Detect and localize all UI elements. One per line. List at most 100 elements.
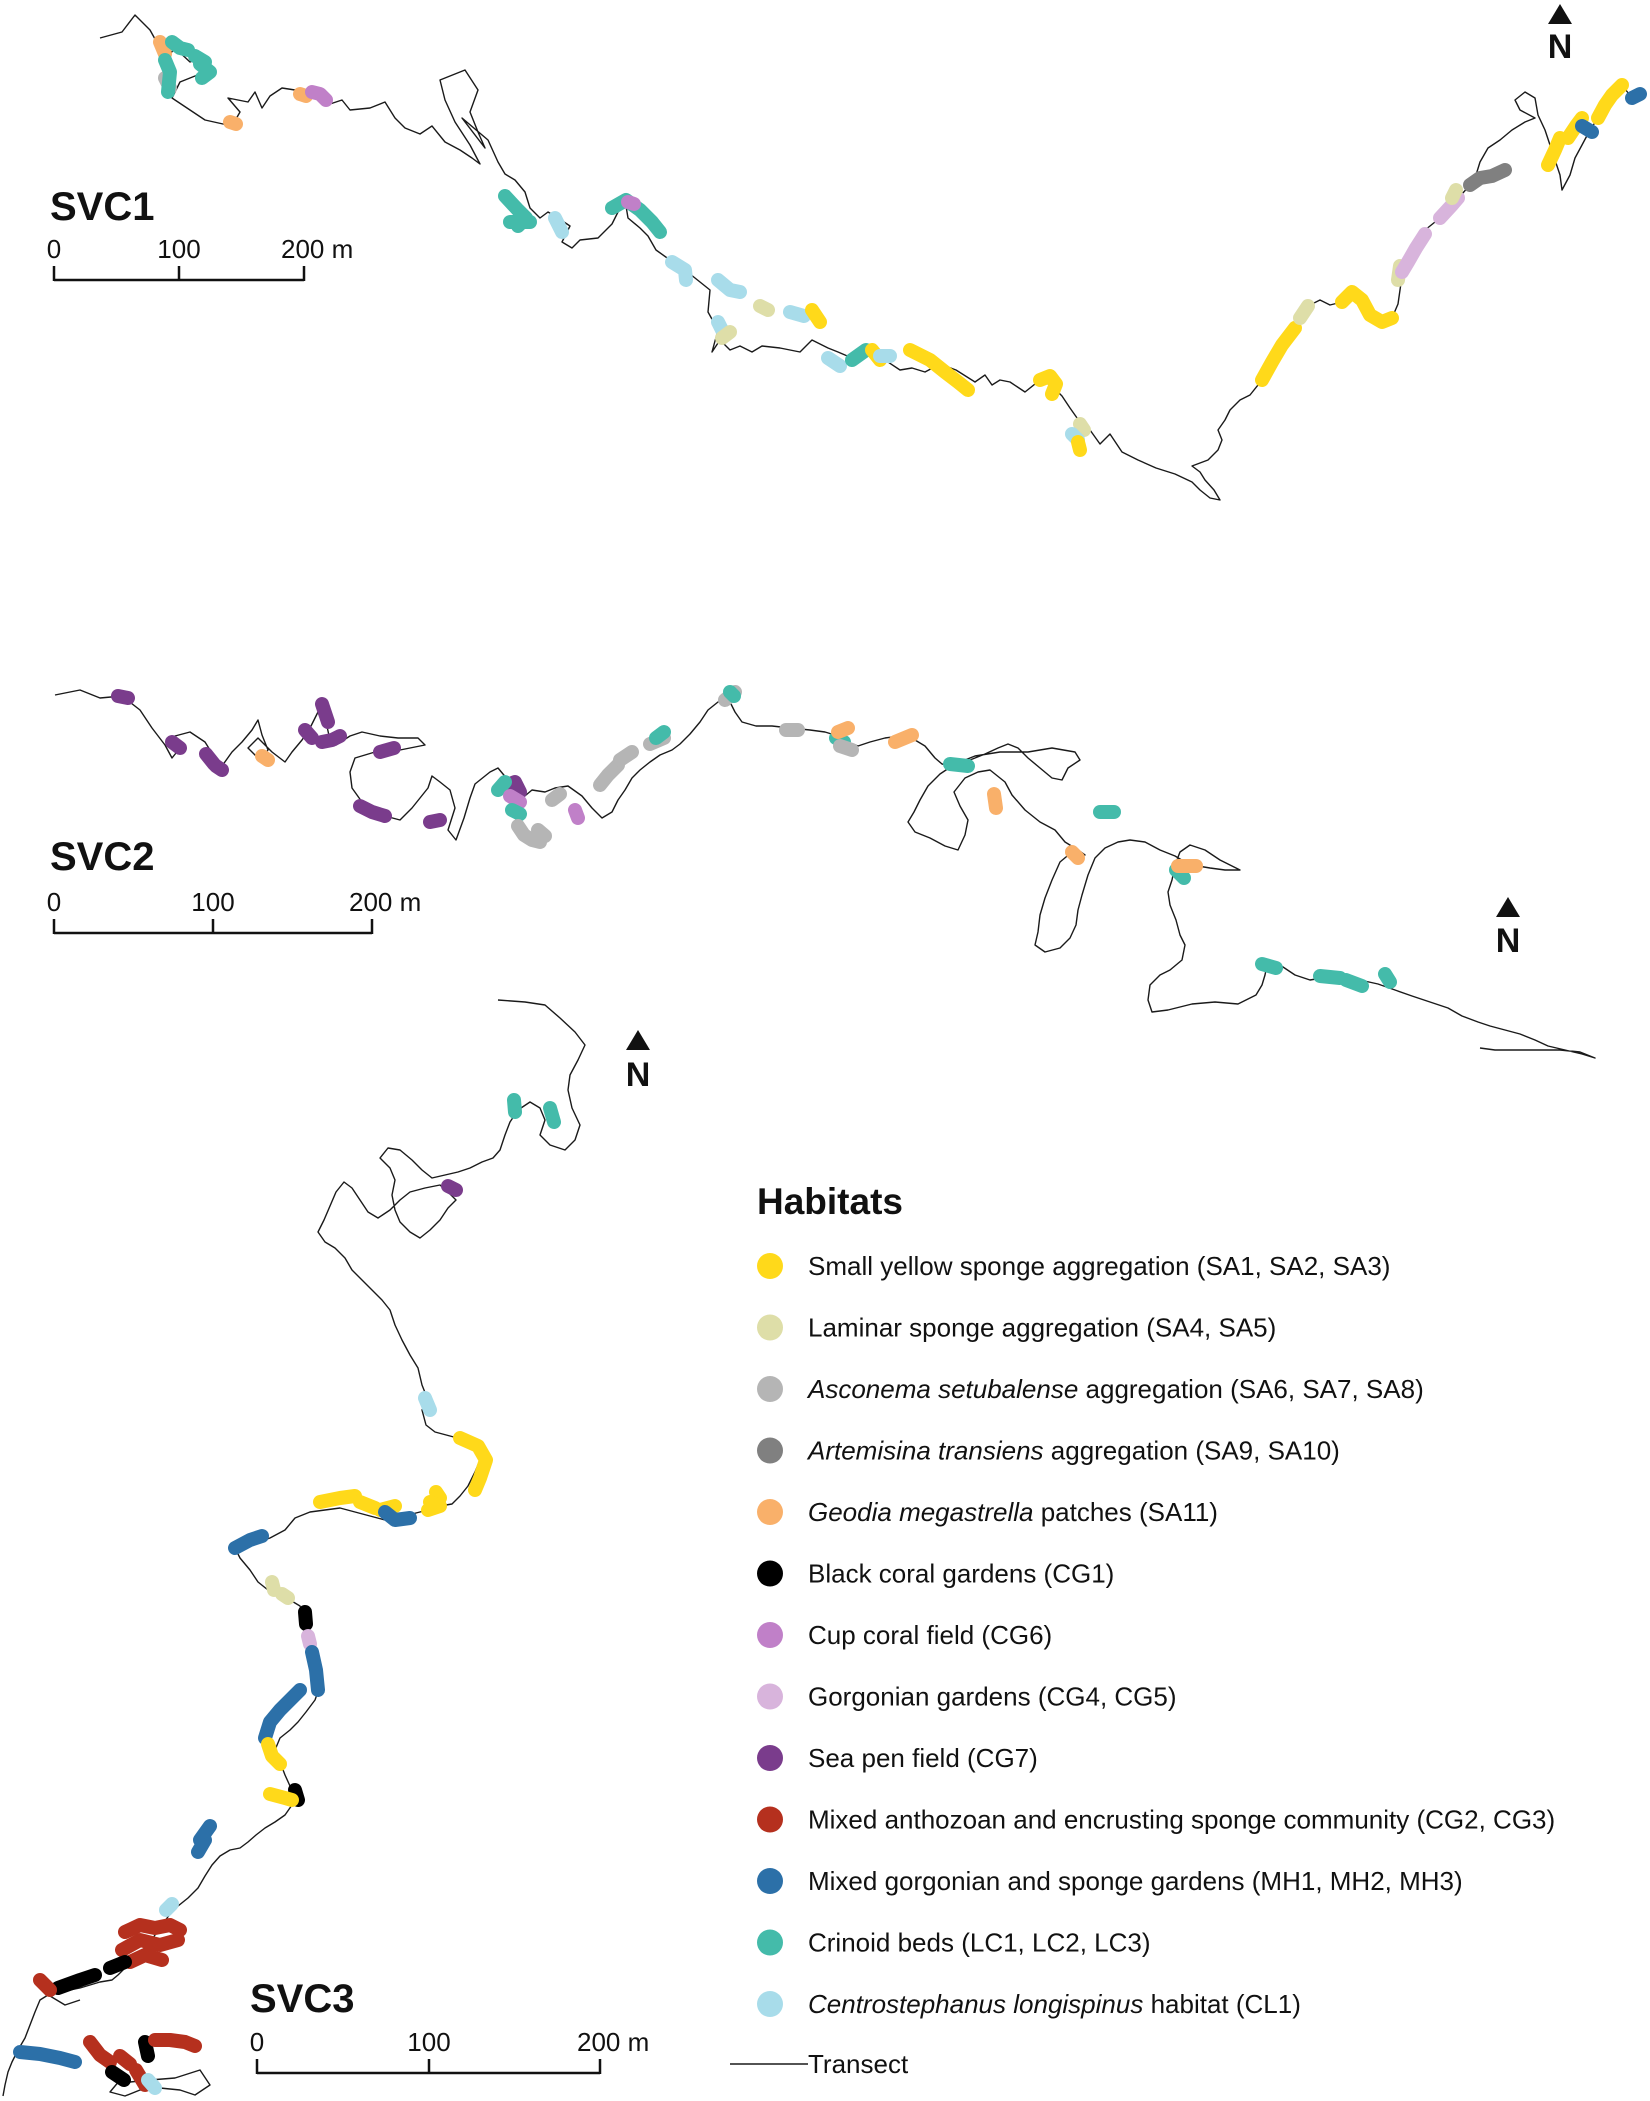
habitat-segment-sa123 <box>903 343 975 397</box>
habitat-segment-cg7 <box>353 799 392 823</box>
habitat-segment-mh <box>191 1833 212 1859</box>
legend-label: Small yellow sponge aggregation (SA1, SA… <box>808 1251 1390 1281</box>
legend-item-sa678: Asconema setubalense aggregation (SA6, S… <box>757 1374 1424 1404</box>
habitat-segment-cl1 <box>821 351 847 373</box>
habitat-segment-cg45 <box>301 1629 317 1651</box>
legend-swatch <box>757 1929 783 1956</box>
habitat-segment-mh <box>258 1683 307 1745</box>
legend-item-cg23: Mixed anthozoan and encrusting sponge co… <box>757 1805 1555 1835</box>
habitat-segment-cg7 <box>209 759 229 777</box>
north-arrow-icon <box>1496 897 1520 917</box>
legend-item-sa910: Artemisina transiens aggregation (SA9, S… <box>757 1436 1340 1466</box>
habitat-segment-cg23 <box>148 2033 202 2053</box>
habitat-segment-cg1 <box>138 2035 155 2063</box>
legend-label: Asconema setubalense aggregation (SA6, S… <box>806 1374 1424 1404</box>
habitat-segment-sa678 <box>593 758 625 792</box>
habitat-segment-sa123 <box>805 303 827 329</box>
habitat-segment-cg7 <box>165 735 187 755</box>
habitat-segment-cg6 <box>568 803 585 825</box>
habitat-segment-sa678 <box>545 787 567 807</box>
svc3-map-label: SVC3 <box>250 1977 355 2021</box>
habitat-segment-lc <box>491 775 512 797</box>
habitat-segment-lc <box>507 1093 522 1119</box>
habitat-segment-lc <box>1378 967 1397 989</box>
habitat-segment-cl1 <box>711 315 729 337</box>
habitat-segment-sa123 <box>1541 131 1567 172</box>
habitat-segment-mh <box>378 1505 417 1527</box>
habitat-segment-cg23 <box>115 1933 185 1957</box>
habitat-segment-sa678 <box>511 819 547 849</box>
legend-item-transect: Transect <box>730 2049 909 2079</box>
habitat-segment-lc <box>1339 973 1369 993</box>
svc1-scale-bar: 0 100 200 m <box>47 234 353 282</box>
legend-item-cg1: Black coral gardens (CG1) <box>757 1559 1114 1589</box>
svc3-north-arrow: N <box>626 1030 651 1094</box>
svc1-map-label: SVC1 <box>50 185 155 229</box>
legend-label: Crinoid beds (LC1, LC2, LC3) <box>808 1928 1151 1958</box>
svc2-scale-bar: 0 100 200 m <box>47 887 421 935</box>
habitat-segment-mh <box>305 1645 325 1697</box>
habitat-segment-cl1 <box>783 305 811 323</box>
habitat-segment-cg7 <box>373 741 401 759</box>
habitat-segment-cg7 <box>441 1179 463 1197</box>
svc3-transect-line <box>2 999 586 2097</box>
habitat-segment-cl1 <box>418 1391 437 1417</box>
habitat-segment-cg23 <box>33 1973 57 1997</box>
legend-label: Mixed gorgonian and sponge gardens (MH1,… <box>808 1866 1463 1896</box>
legend-swatch <box>757 1868 783 1894</box>
svc2-transect-line <box>54 689 1596 1059</box>
habitat-segment-sa11 <box>987 787 1003 815</box>
legend-swatch <box>757 1622 783 1648</box>
habitat-segment-cl1 <box>141 2073 162 2095</box>
habitat-segment-sa123 <box>1071 435 1087 457</box>
legend-item-cg45: Gorgonian gardens (CG4, CG5) <box>757 1682 1177 1712</box>
legend-swatch <box>757 1499 783 1525</box>
svc3-habitat-segments <box>13 1093 561 2095</box>
habitat-segment-sa123 <box>1033 369 1063 401</box>
habitat-segment-lc <box>193 57 217 85</box>
legend-item-cg7: Sea pen field (CG7) <box>757 1743 1038 1773</box>
habitat-segment-sa45 <box>753 299 775 317</box>
legend-label: Mixed anthozoan and encrusting sponge co… <box>808 1805 1555 1835</box>
habitat-segment-sa11 <box>831 721 855 739</box>
habitat-segment-sa11 <box>223 115 243 131</box>
habitat-segment-sa123 <box>353 1495 382 1515</box>
habitat-segment-sa123 <box>1591 78 1629 125</box>
habitat-segment-sa11 <box>153 35 172 61</box>
habitat-segment-cg6 <box>621 195 641 211</box>
habitat-segment-mh <box>1575 119 1599 139</box>
svc3-scale-tick-200: 200 m <box>577 2027 649 2057</box>
habitat-segment-sa123 <box>263 1787 299 1807</box>
svc3-scale-tick-0: 0 <box>250 2027 264 2057</box>
legend-swatch <box>757 1745 783 1771</box>
habitat-segment-sa45 <box>1445 183 1463 205</box>
legend-label: Gorgonian gardens (CG4, CG5) <box>808 1682 1177 1712</box>
svc1-map: SVC1 0 100 200 m N <box>47 4 1647 501</box>
habitat-segment-sa678 <box>613 745 639 767</box>
habitat-segment-lc <box>649 725 671 745</box>
habitat-segment-cg23 <box>123 1948 169 1969</box>
legend-title: Habitats <box>757 1181 903 1222</box>
svc1-scale-tick-100: 100 <box>157 234 200 264</box>
habitat-segment-lc <box>1313 969 1347 985</box>
legend-swatch <box>757 1560 783 1587</box>
habitat-segment-lc <box>158 53 177 99</box>
legend-label-transect: Transect <box>808 2049 909 2079</box>
habitat-segment-cg45 <box>1395 227 1432 279</box>
svc3-north-label: N <box>626 1056 651 1094</box>
legend-item-cg6: Cup coral field (CG6) <box>757 1620 1052 1650</box>
svc1-scale-tick-200: 200 m <box>281 234 353 264</box>
svc2-map: SVC2 0 100 200 m N <box>47 685 1596 1059</box>
habitat-segment-sa11 <box>888 728 919 749</box>
habitat-segment-cg1 <box>298 1605 313 1631</box>
habitat-segment-lc <box>943 757 975 773</box>
habitat-segment-cg7 <box>111 689 135 705</box>
habitat-segment-cg1 <box>51 1968 102 1995</box>
habitat-segment-cg7 <box>315 729 347 749</box>
habitat-segment-sa11 <box>293 87 313 103</box>
habitat-segment-sa123 <box>453 1431 493 1497</box>
habitat-segment-cg6 <box>503 789 527 809</box>
habitat-segment-sa45 <box>265 1575 281 1597</box>
